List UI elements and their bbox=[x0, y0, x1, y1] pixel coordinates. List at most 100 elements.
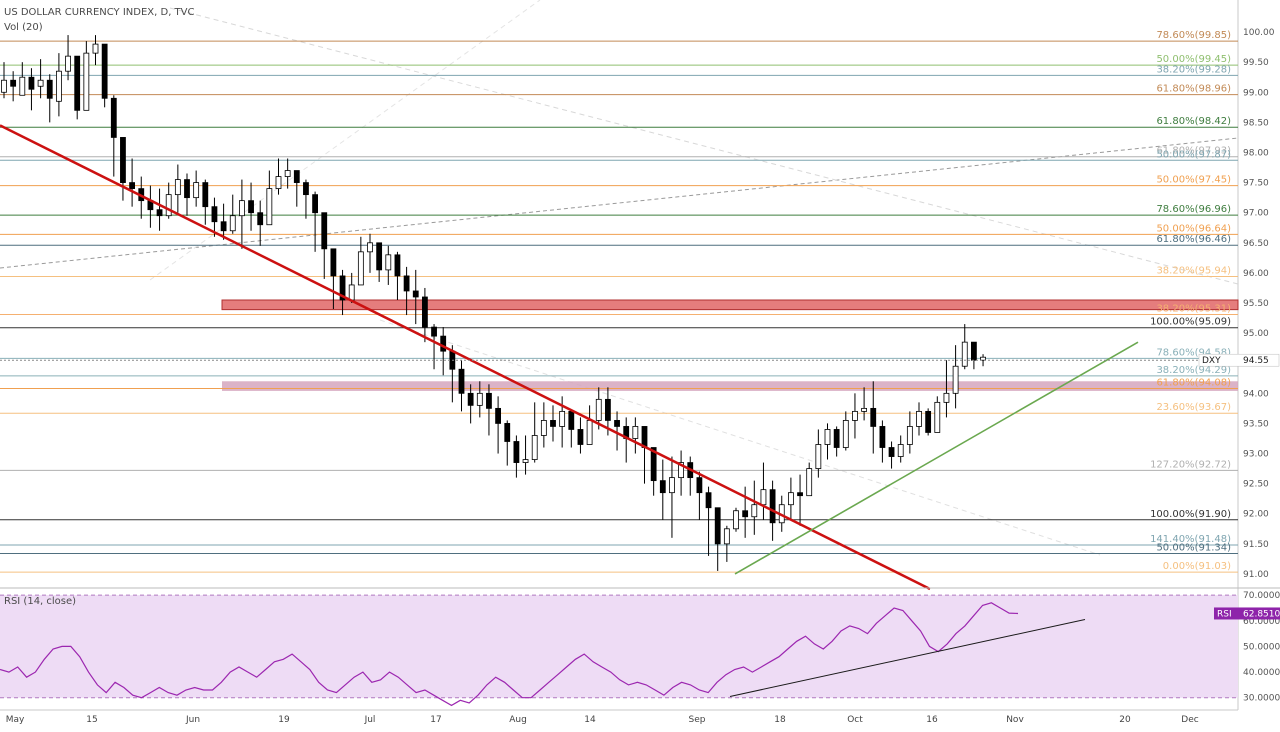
price-tick-label: 97.00 bbox=[1243, 209, 1269, 219]
fib-level-label: 50.00%(99.45) bbox=[1156, 54, 1231, 65]
time-tick-label: 14 bbox=[584, 715, 596, 725]
volume-label: Vol (20) bbox=[4, 22, 43, 33]
candle-body bbox=[870, 407, 877, 427]
price-tick-label: 99.00 bbox=[1243, 88, 1269, 98]
candle-body bbox=[202, 182, 209, 208]
fib-level-label: 78.60%(99.85) bbox=[1156, 30, 1231, 41]
candle-body bbox=[257, 212, 264, 226]
rsi-trendline bbox=[729, 619, 1086, 697]
candle-body bbox=[229, 215, 236, 232]
candle-body bbox=[403, 275, 410, 292]
fib-level-label: 61.80%(98.42) bbox=[1156, 116, 1231, 127]
rsi-tick-label: 30.0000 bbox=[1243, 694, 1280, 704]
candle-body bbox=[943, 392, 950, 403]
price-tick-label: 92.50 bbox=[1243, 480, 1269, 490]
candle-body bbox=[330, 248, 337, 277]
candle-body bbox=[431, 326, 437, 337]
rsi-band bbox=[0, 595, 1238, 698]
candle-body bbox=[504, 423, 511, 442]
candle-body bbox=[879, 426, 886, 448]
candle-body bbox=[412, 290, 419, 298]
fib-level-label: 61.80%(94.08) bbox=[1156, 378, 1231, 389]
candle-body bbox=[888, 447, 895, 457]
candle-body bbox=[934, 401, 941, 433]
candle-body bbox=[824, 429, 831, 445]
candle-body bbox=[861, 407, 867, 412]
fib-level-label: 38.20%(95.94) bbox=[1156, 266, 1231, 277]
price-tick-label: 98.00 bbox=[1243, 148, 1269, 158]
fib-level-label: 38.20%(95.31) bbox=[1156, 303, 1231, 314]
candle-body bbox=[852, 410, 858, 421]
candle-body bbox=[458, 368, 465, 394]
price-tick-label: 94.00 bbox=[1243, 389, 1269, 399]
fib-level-label: 50.00%(97.45) bbox=[1156, 175, 1231, 186]
price-tick-label: 96.00 bbox=[1243, 269, 1269, 279]
time-tick-label: Jul bbox=[364, 715, 376, 725]
candle-body bbox=[568, 410, 575, 430]
candle-body bbox=[540, 420, 547, 436]
candle-body bbox=[797, 492, 803, 497]
candle-body bbox=[357, 251, 364, 286]
candle-body bbox=[531, 435, 538, 460]
candle-body bbox=[238, 200, 245, 217]
candle-body bbox=[742, 510, 749, 518]
candle-body bbox=[906, 426, 913, 445]
fib-level-label: 100.00%(95.09) bbox=[1150, 317, 1231, 328]
candle-body bbox=[495, 407, 502, 424]
candle-body bbox=[421, 296, 428, 328]
candle-body bbox=[815, 444, 822, 469]
price-tick-label: 97.50 bbox=[1243, 179, 1269, 189]
candle-body bbox=[605, 398, 611, 421]
price-tick-label: 95.00 bbox=[1243, 329, 1269, 339]
candle-body bbox=[56, 70, 62, 102]
candle-body bbox=[961, 341, 968, 367]
price-tick-label: 96.50 bbox=[1243, 239, 1269, 249]
candle-body bbox=[28, 76, 35, 90]
uptrend-trendline bbox=[734, 341, 1139, 575]
fib-level-label: 50.00%(97.87) bbox=[1156, 149, 1231, 160]
candle-body bbox=[476, 392, 483, 406]
candle-body bbox=[806, 468, 813, 497]
price-tick-label: 91.50 bbox=[1243, 540, 1269, 550]
rsi-badge-value: 62.8510 bbox=[1243, 609, 1280, 619]
candle-body bbox=[550, 420, 556, 427]
rsi-tick-label: 70.0000 bbox=[1243, 591, 1280, 601]
candle-body bbox=[522, 459, 529, 463]
price-tick-label: 93.00 bbox=[1243, 450, 1269, 460]
rsi-tick-label: 60.0000 bbox=[1243, 617, 1280, 627]
candle-body bbox=[641, 426, 648, 448]
candle-body bbox=[513, 441, 520, 463]
candle-body bbox=[559, 410, 566, 427]
candle-body bbox=[303, 182, 309, 196]
candle-body bbox=[248, 200, 254, 214]
candle-body bbox=[293, 170, 300, 183]
downtrend-trendline bbox=[0, 124, 931, 591]
rsi-tick-label: 50.0000 bbox=[1243, 642, 1280, 652]
time-tick-label: 17 bbox=[430, 715, 441, 725]
rsi-label: RSI (14, close) bbox=[4, 596, 77, 607]
fib-level-label: 50.00%(91.34) bbox=[1156, 542, 1231, 553]
candle-body bbox=[92, 43, 99, 54]
candle-body bbox=[440, 335, 447, 352]
candle-body bbox=[10, 79, 17, 87]
candle-body bbox=[925, 410, 932, 433]
time-tick-label: Oct bbox=[847, 715, 863, 725]
candle-body bbox=[211, 206, 218, 223]
candle-body bbox=[788, 492, 794, 506]
candle-body bbox=[110, 97, 117, 138]
rsi-value-badge bbox=[1214, 607, 1280, 620]
candle-body bbox=[723, 528, 730, 545]
last-price-value: 94.55 bbox=[1243, 356, 1269, 366]
fib-level-label: 78.60%(94.58) bbox=[1156, 347, 1231, 358]
time-tick-label: Sep bbox=[689, 715, 706, 725]
candle-body bbox=[37, 79, 44, 87]
candle-body bbox=[769, 489, 776, 524]
fib-level-label: 23.60%(93.67) bbox=[1156, 402, 1231, 413]
price-tick-label: 91.00 bbox=[1243, 570, 1269, 580]
candle-body bbox=[367, 242, 373, 253]
time-tick-label: 16 bbox=[926, 715, 938, 725]
time-tick-label: 20 bbox=[1119, 715, 1131, 725]
time-tick-label: Jun bbox=[185, 715, 200, 725]
